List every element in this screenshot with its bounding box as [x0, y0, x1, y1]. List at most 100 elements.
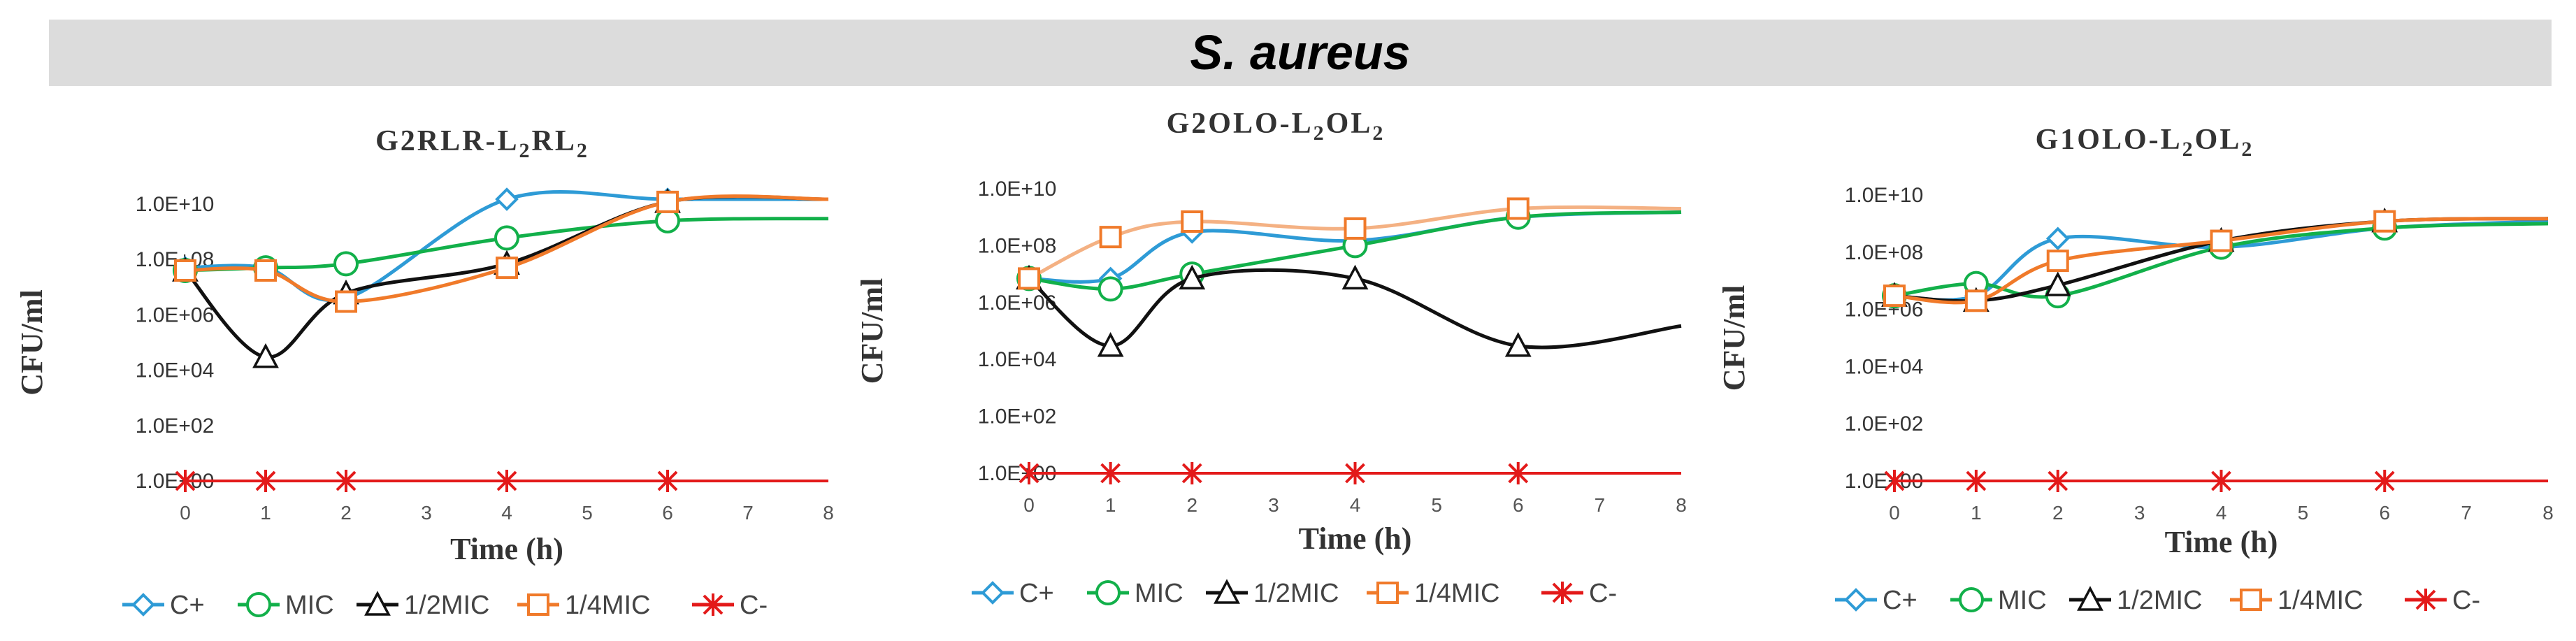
x-tick-label: 1: [260, 502, 271, 524]
y-tick-label: 1.0E+04: [1845, 355, 1924, 378]
chart-title: G1OLO-L2OL2: [2036, 124, 2254, 161]
data-point: [254, 259, 277, 282]
x-tick-label: 8: [2542, 502, 2554, 524]
y-tick-label: 1.0E+10: [136, 193, 215, 216]
legend-marker: [1844, 588, 1868, 612]
chart-title: G2OLO-L2OL2: [1167, 108, 1386, 145]
y-tick-label: 1.0E+02: [1845, 412, 1924, 435]
banner-title: S. aureus: [1190, 25, 1411, 80]
x-tick-label: 3: [1268, 494, 1279, 516]
x-tick-label: 8: [1676, 494, 1687, 516]
y-tick-label: 1.0E+10: [978, 178, 1057, 201]
data-point: [1883, 285, 1906, 308]
x-tick-label: 5: [2298, 502, 2309, 524]
legend: C+ MIC 1/2MIC 1/4MIC C-: [122, 591, 768, 620]
data-point: [1344, 217, 1367, 240]
data-point: [2045, 226, 2070, 251]
legend-label: C-: [740, 591, 768, 620]
chart-title: G2RLR-L2RL2: [375, 125, 589, 162]
legend-item: 1/4MIC: [2230, 586, 2363, 615]
x-tick-label: 4: [2216, 502, 2227, 524]
legend-marker: [364, 591, 391, 616]
data-point: [2210, 229, 2233, 252]
chart-title-sub1: 2: [2182, 138, 2195, 161]
y-tick-label: 1.0E+06: [136, 303, 215, 326]
x-tick-label: 1: [1971, 502, 1982, 524]
data-point: [336, 470, 357, 492]
x-tick-label: 1: [1105, 494, 1116, 516]
data-point: [2373, 210, 2396, 233]
legend-label: 1/4MIC: [2278, 586, 2363, 615]
x-tick-label: 6: [1513, 494, 1524, 516]
legend-marker: [703, 593, 724, 616]
legend-label: 1/2MIC: [2117, 586, 2202, 615]
x-tick-label: 7: [742, 502, 754, 524]
y-tick-label: 1.0E+10: [1845, 184, 1924, 207]
data-point: [1508, 462, 1529, 484]
legend-marker: [1552, 582, 1573, 604]
x-tick-label: 4: [1350, 494, 1361, 516]
legend-marker: [1095, 580, 1121, 605]
data-point: [255, 470, 276, 492]
legend-label: C+: [1883, 586, 1917, 615]
x-tick-label: 3: [2134, 502, 2145, 524]
legend-item: 1/4MIC: [1367, 579, 1499, 608]
data-point: [252, 343, 279, 368]
y-axis-label: CFU/ml: [15, 289, 49, 396]
x-tick-label: 2: [340, 502, 352, 524]
x-tick-label: 0: [1023, 494, 1035, 516]
y-axis-label: CFU/ml: [1717, 285, 1751, 391]
legend-marker: [1959, 587, 1984, 612]
chart-2: G2OLO-L2OL21.0E+001.0E+021.0E+041.0E+061…: [855, 108, 1687, 608]
legend-marker: [527, 593, 549, 616]
legend-label: MIC: [285, 591, 334, 620]
data-point: [1181, 210, 1204, 233]
legend-marker: [2077, 586, 2103, 611]
legend-label: MIC: [1998, 586, 2047, 615]
x-tick-label: 6: [662, 502, 673, 524]
data-point: [175, 470, 196, 492]
data-point: [2374, 470, 2395, 492]
data-point: [1019, 462, 1039, 484]
x-tick-label: 0: [180, 502, 191, 524]
legend: C+ MIC 1/2MIC 1/4MIC C-: [972, 579, 1617, 608]
y-tick-label: 1.0E+08: [1845, 241, 1924, 264]
legend-marker: [2240, 589, 2262, 611]
data-point: [2048, 470, 2068, 492]
legend-label: 1/4MIC: [1414, 579, 1499, 608]
chart-3: G1OLO-L2OL21.0E+001.0E+021.0E+041.0E+061…: [1717, 124, 2554, 615]
legend-item: 1/4MIC: [517, 591, 650, 620]
data-point: [335, 290, 357, 313]
data-point: [494, 225, 519, 251]
x-tick-label: 7: [2461, 502, 2472, 524]
data-point: [1966, 470, 1987, 492]
x-tick-label: 4: [501, 502, 512, 524]
chart-title-mid: OL: [2195, 124, 2242, 156]
legend-item: C+: [122, 591, 205, 620]
data-point: [657, 470, 678, 492]
y-tick-label: 1.0E+08: [978, 234, 1057, 257]
legend-item: 1/2MIC: [1206, 579, 1339, 608]
y-tick-label: 1.0E+04: [136, 359, 215, 382]
legend-label: 1/2MIC: [404, 591, 489, 620]
legend-item: MIC: [238, 591, 334, 620]
x-axis-label: Time (h): [2165, 525, 2278, 559]
data-point: [1018, 267, 1040, 290]
data-point: [1345, 462, 1365, 484]
y-tick-label: 1.0E+02: [978, 405, 1057, 428]
x-tick-label: 5: [582, 502, 593, 524]
data-point: [1884, 470, 1905, 492]
data-point: [1181, 462, 1202, 484]
legend-label: 1/2MIC: [1253, 579, 1339, 608]
y-axis-label: CFU/ml: [855, 278, 889, 384]
chart-title-sub2: 2: [577, 139, 589, 162]
legend-marker: [131, 593, 155, 617]
data-point: [1506, 197, 1530, 220]
x-tick-label: 2: [1186, 494, 1197, 516]
legend-item: C+: [1835, 586, 1917, 615]
data-point: [1179, 264, 1206, 290]
legend-item: C-: [1541, 579, 1617, 608]
chart-title-base: G2OLO-L: [1167, 108, 1314, 140]
data-point: [656, 190, 679, 213]
